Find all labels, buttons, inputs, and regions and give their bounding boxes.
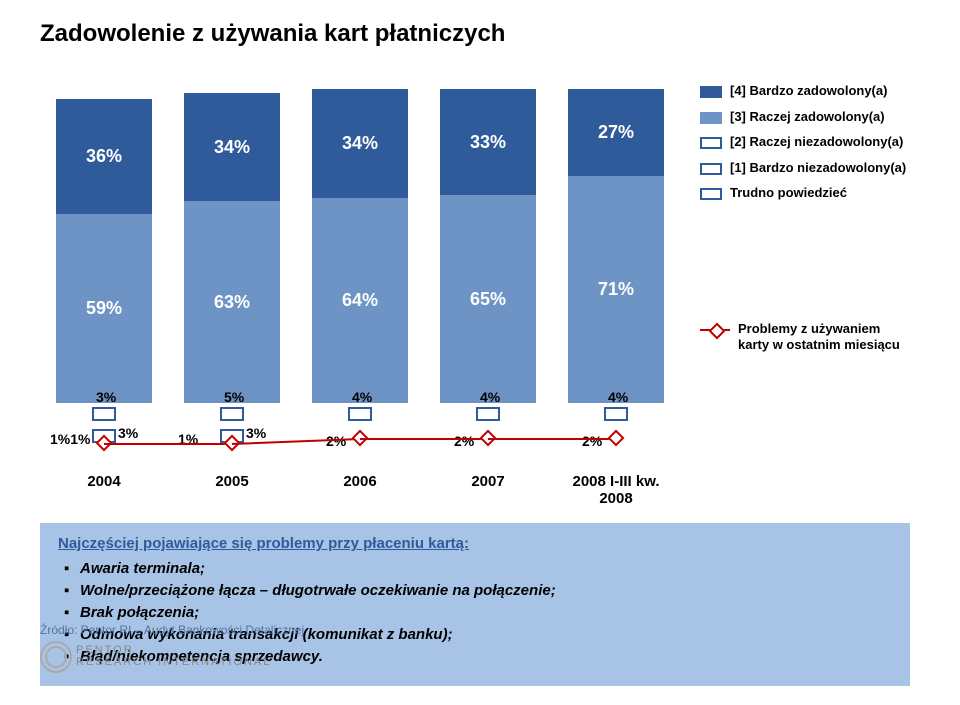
small-label-upper: 4%: [352, 389, 372, 405]
bar-segment-top: 33%: [440, 89, 536, 195]
bar-column: 34%63%: [184, 93, 280, 403]
bar-column: 27%71%: [568, 89, 664, 403]
legend-swatch: [700, 188, 722, 200]
x-axis-label: 2007: [440, 473, 536, 507]
legend-label: [2] Raczej niezadowolony(a): [730, 134, 903, 150]
logo-text: PENTORRESEARCH INTERNATIONAL: [76, 644, 271, 668]
legend-item-line: Problemy z używaniem karty w ostatnim mi…: [700, 321, 910, 352]
small-label-upper: 4%: [480, 389, 500, 405]
legend-label: [4] Bardzo zadowolony(a): [730, 83, 887, 99]
info-list-item: Wolne/przeciążone łącza – długotrwałe oc…: [80, 582, 892, 599]
small-label-lower: 3%: [246, 425, 266, 441]
small-box-upper: [220, 407, 244, 421]
legend-item: Trudno powiedzieć: [700, 185, 910, 201]
bar-segment-top: 27%: [568, 89, 664, 175]
info-list-item: Brak połączenia;: [80, 604, 892, 621]
bar-column: 34%64%: [312, 89, 408, 403]
legend-item: [1] Bardzo niezadowolony(a): [700, 160, 910, 176]
legend-swatch: [700, 112, 722, 124]
stacked-bar: 34%64%: [312, 89, 408, 403]
bar-segment-bottom: 71%: [568, 176, 664, 403]
bar-segment-bottom: 63%: [184, 201, 280, 403]
bottom-cell: 5%3%1%: [184, 403, 280, 463]
legend-item: [3] Raczej zadowolony(a): [700, 109, 910, 125]
page-title: Zadowolenie z używania kart płatniczych: [40, 20, 920, 48]
bar-segment-bottom: 65%: [440, 195, 536, 403]
legend: [4] Bardzo zadowolony(a) [3] Raczej zadow…: [700, 83, 910, 362]
line-value-label: 2%: [582, 433, 602, 449]
line-segment: [104, 443, 232, 445]
bar-column: 33%65%: [440, 89, 536, 403]
legend-item: [4] Bardzo zadowolony(a): [700, 83, 910, 99]
line-value-label: 1%1%: [50, 431, 90, 447]
small-label-upper: 4%: [608, 389, 628, 405]
legend-label: Trudno powiedzieć: [730, 185, 847, 201]
footer: Źródło: Pentor RI – Audyt Bankowości Det…: [40, 623, 304, 637]
x-axis-label: 2008 I-III kw.2008: [568, 473, 664, 507]
x-axis-label: 2006: [312, 473, 408, 507]
small-box-upper: [92, 407, 116, 421]
logo-icon: [40, 641, 70, 671]
bottom-row: 3%3%1%1%5%3%1%4%2%4%2%4%2%: [40, 403, 680, 463]
legend-item: [2] Raczej niezadowolony(a): [700, 134, 910, 150]
pentor-logo: PENTORRESEARCH INTERNATIONAL: [40, 641, 271, 671]
bottom-cell: 3%3%1%1%: [56, 403, 152, 463]
legend-swatch: [700, 86, 722, 98]
small-box-upper: [476, 407, 500, 421]
legend-line-swatch: [700, 325, 730, 335]
bar-segment-bottom: 59%: [56, 214, 152, 403]
small-box-upper: [348, 407, 372, 421]
legend-swatch: [700, 137, 722, 149]
small-label-lower: 3%: [118, 425, 138, 441]
legend-label: [3] Raczej zadowolony(a): [730, 109, 885, 125]
info-list-item: Awaria terminala;: [80, 560, 892, 577]
stacked-bar: 36%59%: [56, 99, 152, 403]
stacked-bar: 27%71%: [568, 89, 664, 403]
bar-column: 36%59%: [56, 99, 152, 403]
info-box-title: Najczęściej pojawiające się problemy prz…: [58, 535, 892, 552]
bar-segment-top: 34%: [184, 93, 280, 202]
bars-container: 36%59%34%63%34%64%33%65%27%71%: [40, 83, 680, 403]
legend-label: [1] Bardzo niezadowolony(a): [730, 160, 906, 176]
bar-segment-top: 36%: [56, 99, 152, 214]
small-label-upper: 5%: [224, 389, 244, 405]
legend-line-label: Problemy z używaniem karty w ostatnim mi…: [738, 321, 910, 352]
legend-swatch: [700, 163, 722, 175]
source-text: Źródło: Pentor RI – Audyt Bankowości Det…: [40, 623, 304, 637]
line-value-label: 2%: [454, 433, 474, 449]
x-axis-label: 2004: [56, 473, 152, 507]
stacked-bar: 33%65%: [440, 89, 536, 403]
line-segment: [488, 438, 616, 440]
small-box-upper: [604, 407, 628, 421]
bar-segment-top: 34%: [312, 89, 408, 198]
chart: 36%59%34%63%34%64%33%65%27%71% 3%3%1%1%5…: [40, 83, 910, 463]
bar-segment-bottom: 64%: [312, 198, 408, 403]
x-axis-labels: 2004 2005 2006 2007 2008 I-III kw.2008: [40, 473, 680, 507]
line-segment: [360, 438, 488, 440]
small-label-upper: 3%: [96, 389, 116, 405]
x-axis-label: 2005: [184, 473, 280, 507]
stacked-bar: 34%63%: [184, 93, 280, 403]
